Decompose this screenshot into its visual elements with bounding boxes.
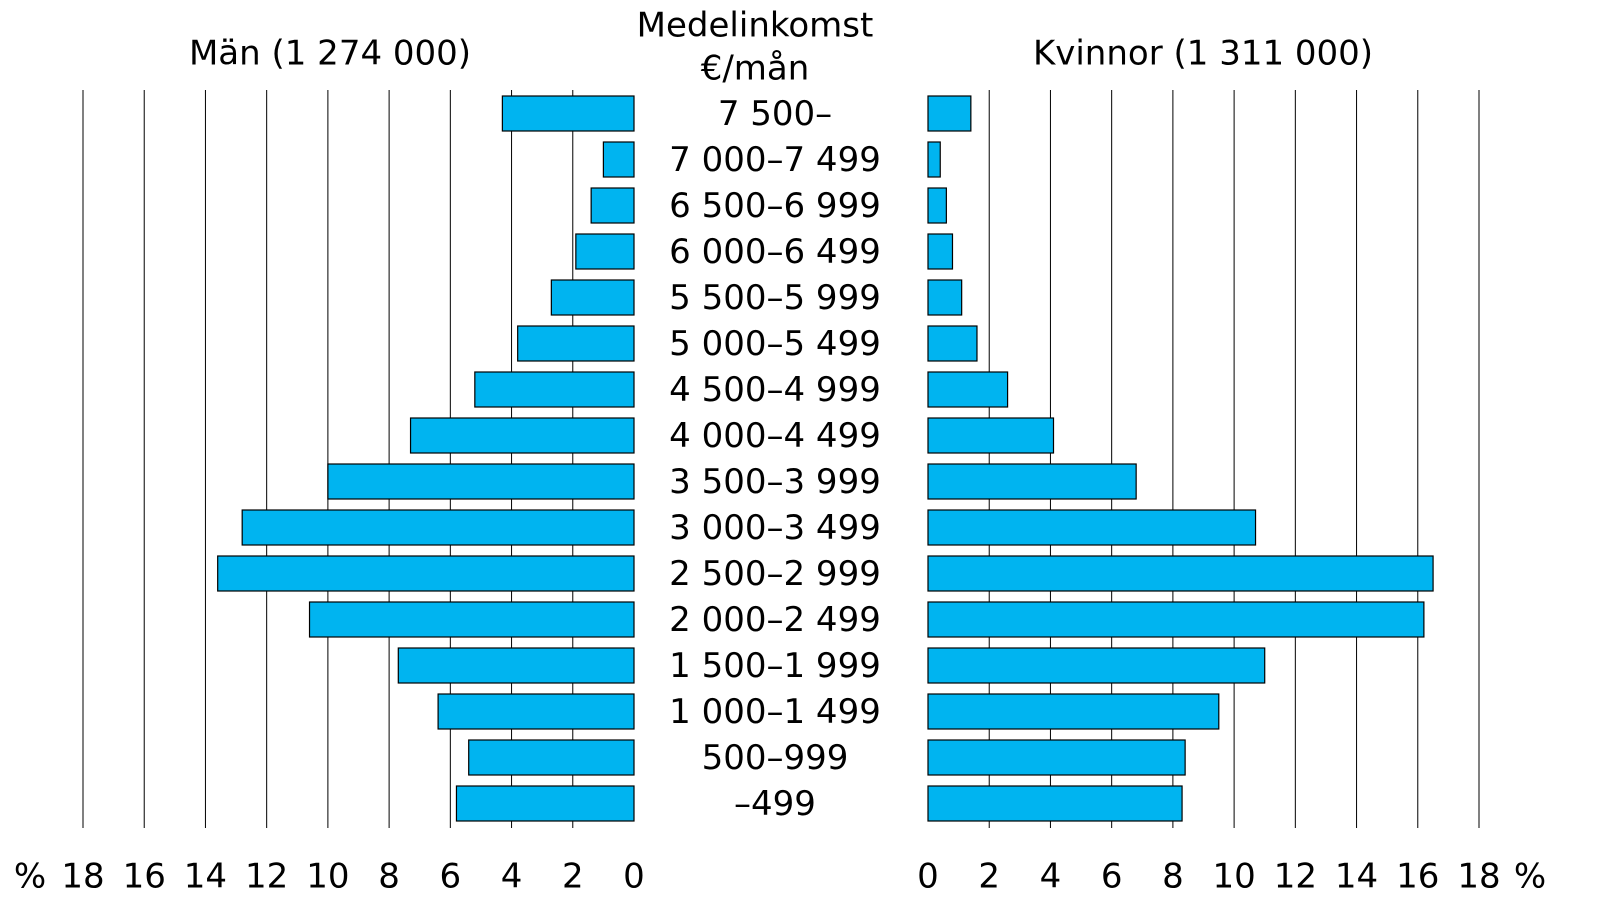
x-tick-label: 16 (1396, 857, 1439, 897)
x-tick-label: 6 (1101, 857, 1123, 897)
bar (927, 279, 963, 316)
bar (927, 739, 1186, 776)
x-tick-label: 0 (917, 857, 939, 897)
bar (437, 693, 635, 730)
bar (927, 647, 1266, 684)
bar (468, 739, 635, 776)
bar (409, 417, 635, 454)
x-tick-label: 2 (978, 857, 1000, 897)
bar (517, 325, 635, 362)
x-tick-label: 4 (1040, 857, 1062, 897)
category-label: 2 500–2 999 (669, 554, 881, 594)
category-label: 3 000–3 499 (669, 508, 881, 548)
category-label: 1 500–1 999 (669, 646, 881, 686)
x-tick-label: 18 (1457, 857, 1500, 897)
category-label: 6 000–6 499 (669, 232, 881, 272)
bar (927, 371, 1009, 408)
bar (550, 279, 635, 316)
category-label: 6 500–6 999 (669, 186, 881, 226)
bar (217, 555, 635, 592)
bar (501, 95, 635, 132)
x-tick-label: 16 (123, 857, 166, 897)
x-tick-label: 8 (378, 857, 400, 897)
bar (397, 647, 635, 684)
bar (327, 463, 635, 500)
chart-subtitle: €/mån (701, 49, 810, 89)
x-unit-right: % (1514, 857, 1546, 897)
category-label: 7 000–7 499 (669, 140, 881, 180)
bar (927, 509, 1257, 546)
chart-title: Medelinkomst (637, 6, 874, 46)
x-tick-label: 18 (61, 857, 104, 897)
bar (927, 463, 1137, 500)
x-tick-label: 12 (1274, 857, 1317, 897)
category-label: 1 000–1 499 (669, 692, 881, 732)
bar (927, 233, 954, 270)
bar (474, 371, 635, 408)
bar (927, 95, 972, 132)
bar (602, 141, 635, 178)
x-tick-label: 14 (184, 857, 227, 897)
x-tick-label: 0 (623, 857, 645, 897)
bar (927, 555, 1434, 592)
category-label: 7 500– (718, 94, 832, 134)
bar (927, 785, 1183, 822)
category-label: 3 500–3 999 (669, 462, 881, 502)
category-label: 500–999 (702, 738, 849, 778)
bar (927, 325, 978, 362)
category-label: 4 500–4 999 (669, 370, 881, 410)
bar (927, 141, 941, 178)
x-tick-label: 10 (306, 857, 349, 897)
x-tick-label: 2 (562, 857, 584, 897)
category-label: 2 000–2 499 (669, 600, 881, 640)
category-label: 5 000–5 499 (669, 324, 881, 364)
bar (308, 601, 635, 638)
x-tick-label: 6 (440, 857, 462, 897)
category-label: 5 500–5 999 (669, 278, 881, 318)
bar (575, 233, 635, 270)
bar (241, 509, 635, 546)
bar (927, 187, 947, 224)
x-tick-label: 8 (1162, 857, 1184, 897)
bar (927, 693, 1220, 730)
x-tick-label: 14 (1335, 857, 1378, 897)
bar (455, 785, 635, 822)
legend-label: Kvinnor (1 311 000) (1033, 34, 1373, 74)
x-unit-left: % (14, 857, 46, 897)
bar (927, 601, 1425, 638)
bar (590, 187, 635, 224)
x-tick-label: 4 (501, 857, 523, 897)
category-label: 4 000–4 499 (669, 416, 881, 456)
bar (927, 417, 1055, 454)
x-tick-label: 12 (245, 857, 288, 897)
x-tick-label: 10 (1212, 857, 1255, 897)
category-label: –499 (734, 784, 816, 824)
legend-label: Män (1 274 000) (189, 34, 471, 74)
